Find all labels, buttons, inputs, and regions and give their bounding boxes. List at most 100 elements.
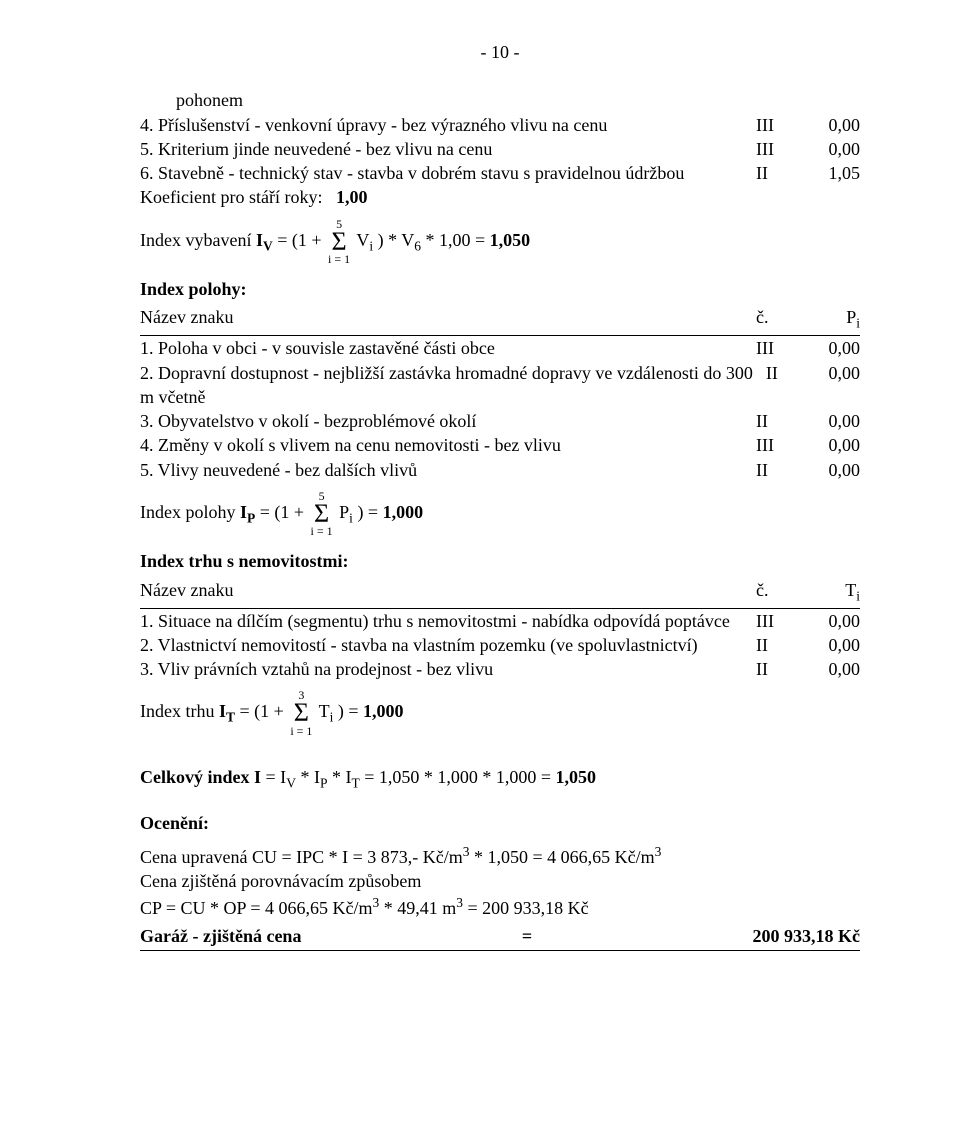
index-trhu-formula: Index trhu IT = (1 + 3Σi = 1 Ti ) = 1,00… bbox=[140, 689, 860, 736]
final-row: Garáž - zjištěná cena = 200 933,18 Kč bbox=[140, 924, 860, 951]
sigma-icon: 5Σi = 1 bbox=[311, 490, 333, 537]
iv-tail2: * 1,00 = bbox=[421, 230, 490, 250]
table-row: 2. Dopravní dostupnost - nejbližší zastá… bbox=[140, 361, 860, 410]
it-sym: I bbox=[219, 701, 226, 721]
row-text: 4. Změny v okolí s vlivem na cenu nemovi… bbox=[140, 433, 756, 457]
table-row: 3. Obyvatelstvo v okolí - bezproblémové … bbox=[140, 409, 860, 433]
oceneni-heading: Ocenění: bbox=[140, 811, 860, 835]
ci-sub-t: T bbox=[351, 775, 359, 790]
iv-sym: I bbox=[256, 230, 263, 250]
iv-result: 1,050 bbox=[490, 230, 531, 250]
ci-expr: = I bbox=[261, 767, 286, 787]
row-text: 3. Vliv právních vztahů na prodejnost - … bbox=[140, 657, 756, 681]
row-val: 1,05 bbox=[804, 161, 860, 185]
row-val: 0,00 bbox=[804, 433, 860, 457]
sum-bot: i = 1 bbox=[311, 525, 333, 537]
row-val: 0,00 bbox=[804, 336, 860, 360]
row-text: 2. Vlastnictví nemovitostí - stavba na v… bbox=[140, 633, 756, 657]
head-lhs: Název znaku bbox=[140, 305, 756, 333]
row-val: 0,00 bbox=[809, 361, 860, 410]
oc-l3a: CP = CU * OP = 4 066,65 Kč/m bbox=[140, 898, 373, 918]
row-val: 0,00 bbox=[804, 113, 860, 137]
final-val: 200 933,18 Kč bbox=[752, 924, 860, 948]
oc-l3sup2: 3 bbox=[456, 895, 463, 910]
ip-result: 1,000 bbox=[383, 502, 424, 522]
iv-tail-sub: 6 bbox=[414, 238, 421, 253]
oc-l1b: * 1,050 = 4 066,65 Kč/m bbox=[470, 847, 655, 867]
row-val: 0,00 bbox=[804, 409, 860, 433]
table-row: 6. Stavebně - technický stav - stavba v … bbox=[140, 161, 860, 185]
row-col: II bbox=[756, 161, 804, 185]
row-col: III bbox=[756, 609, 804, 633]
it-sub: T bbox=[226, 710, 235, 725]
table-row: 1. Poloha v obci - v souvisle zastavěné … bbox=[140, 336, 860, 360]
it-result: 1,000 bbox=[363, 701, 404, 721]
oc-l1sup: 3 bbox=[463, 844, 470, 859]
row-col: II bbox=[766, 361, 809, 410]
row-text: 4. Příslušenství - venkovní úpravy - bez… bbox=[140, 113, 756, 137]
celkovy-index-line: Celkový index I = IV * IP * IT = 1,050 *… bbox=[140, 765, 860, 793]
ci-label: Celkový index I bbox=[140, 767, 261, 787]
final-eq: = bbox=[507, 924, 547, 948]
trh-table-head: Název znaku č. Ti bbox=[140, 578, 860, 609]
ci-mid1: * I bbox=[296, 767, 320, 787]
table-row: 1. Situace na dílčím (segmentu) trhu s n… bbox=[140, 609, 860, 633]
row-col: III bbox=[756, 113, 804, 137]
row-text: 2. Dopravní dostupnost - nejbližší zastá… bbox=[140, 361, 766, 410]
ci-mid3: = 1,050 * 1,000 * 1,000 = bbox=[360, 767, 556, 787]
sum-bot: i = 1 bbox=[328, 253, 350, 265]
head-c2: Ti bbox=[804, 578, 860, 606]
row-val: 0,00 bbox=[804, 137, 860, 161]
table-row: 5. Kriterium jinde neuvedené - bez vlivu… bbox=[140, 137, 860, 161]
table-row: 2. Vlastnictví nemovitostí - stavba na v… bbox=[140, 633, 860, 657]
sigma: Σ bbox=[311, 502, 333, 525]
sum-bot: i = 1 bbox=[290, 725, 312, 737]
head-c2: Pi bbox=[804, 305, 860, 333]
table-row: 4. Změny v okolí s vlivem na cenu nemovi… bbox=[140, 433, 860, 457]
row-col: II bbox=[756, 409, 804, 433]
index-vybaveni-formula: Index vybavení IV = (1 + 5Σi = 1 Vi ) * … bbox=[140, 218, 860, 265]
row-text: 6. Stavebně - technický stav - stavba v … bbox=[140, 161, 756, 185]
iv-mid: = (1 + bbox=[273, 230, 326, 250]
sigma: Σ bbox=[328, 230, 350, 253]
row-text: 1. Situace na dílčím (segmentu) trhu s n… bbox=[140, 609, 756, 633]
row-text: 5. Kriterium jinde neuvedené - bez vlivu… bbox=[140, 137, 756, 161]
row-col: III bbox=[756, 433, 804, 457]
it-mid: = (1 + bbox=[235, 701, 288, 721]
row-col: II bbox=[756, 633, 804, 657]
index-polohy-heading: Index polohy: bbox=[140, 277, 860, 301]
head-c1: č. bbox=[756, 578, 804, 606]
table-row: 5. Vlivy neuvedené - bez dalších vlivů I… bbox=[140, 458, 860, 482]
koeficient-line: Koeficient pro stáří roky: 1,00 bbox=[140, 185, 860, 209]
row-col: III bbox=[756, 336, 804, 360]
ip-tail: ) = bbox=[353, 502, 383, 522]
ip-pre: Index polohy bbox=[140, 502, 240, 522]
oceneni-line2: Cena zjištěná porovnávacím způsobem bbox=[140, 869, 860, 893]
oceneni-line1: Cena upravená CU = IPC * I = 3 873,- Kč/… bbox=[140, 843, 860, 869]
it-after: T bbox=[314, 701, 329, 721]
final-lhs: Garáž - zjištěná cena bbox=[140, 924, 301, 948]
table-row: 4. Příslušenství - venkovní úpravy - bez… bbox=[140, 113, 860, 137]
row-text: 3. Obyvatelstvo v okolí - bezproblémové … bbox=[140, 409, 756, 433]
row-text: 1. Poloha v obci - v souvisle zastavěné … bbox=[140, 336, 756, 360]
oc-l1a: Cena upravená CU = IPC * I = 3 873,- Kč/… bbox=[140, 847, 463, 867]
row-val: 0,00 bbox=[804, 609, 860, 633]
row-val: 0,00 bbox=[804, 458, 860, 482]
row-val: 0,00 bbox=[804, 657, 860, 681]
iv-sub: V bbox=[263, 238, 273, 253]
row-val: 0,00 bbox=[804, 633, 860, 657]
head-lhs: Název znaku bbox=[140, 578, 756, 606]
koef-label: Koeficient pro stáří roky: bbox=[140, 187, 322, 207]
ip-sub: P bbox=[247, 510, 255, 525]
sigma-icon: 5Σi = 1 bbox=[328, 218, 350, 265]
ci-result: 1,050 bbox=[556, 767, 597, 787]
iv-pre: Index vybavení bbox=[140, 230, 256, 250]
sigma-icon: 3Σi = 1 bbox=[290, 689, 312, 736]
ip-sym: I bbox=[240, 502, 247, 522]
ip-after: P bbox=[335, 502, 350, 522]
oceneni-line3: CP = CU * OP = 4 066,65 Kč/m3 * 49,41 m3… bbox=[140, 894, 860, 920]
index-trhu-heading: Index trhu s nemovitostmi: bbox=[140, 549, 860, 573]
iv-after: V bbox=[352, 230, 369, 250]
ci-mid2: * I bbox=[327, 767, 351, 787]
row-col: III bbox=[756, 137, 804, 161]
